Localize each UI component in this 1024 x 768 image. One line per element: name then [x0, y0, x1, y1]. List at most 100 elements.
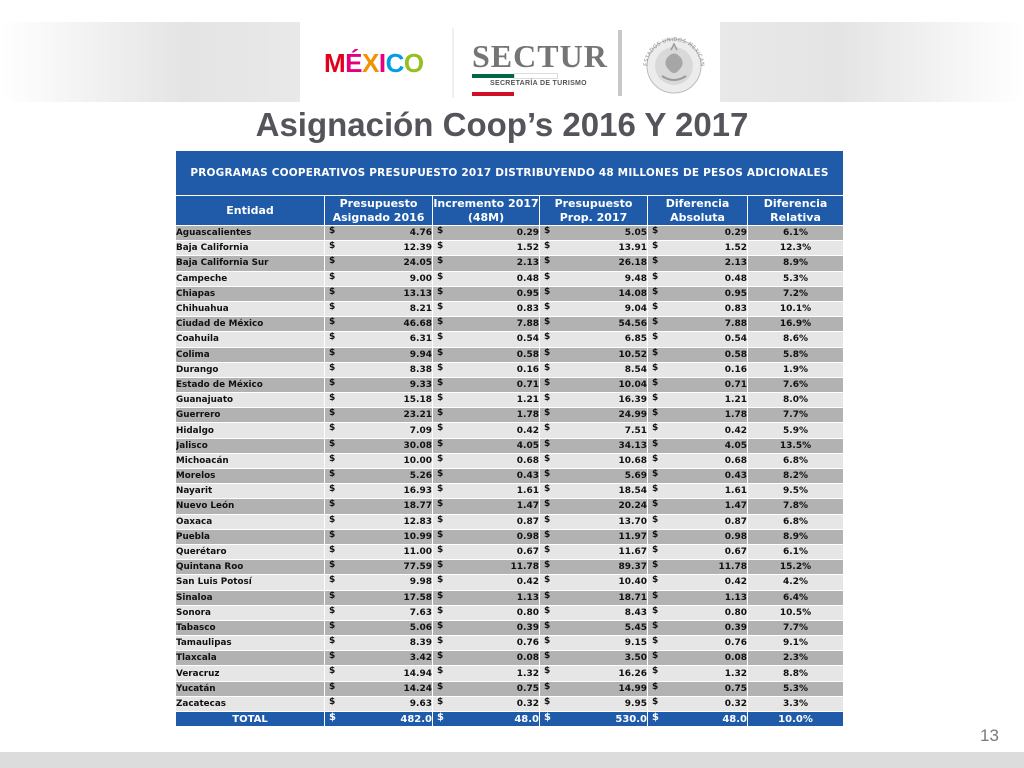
money-cell: $14.24	[324, 680, 433, 697]
table-row: Veracruz $14.94 $1.32 $16.26 $1.32 8.8%	[175, 665, 845, 682]
money-cell: $89.37	[539, 559, 648, 576]
relative-diff-cell: 4.2%	[746, 574, 845, 591]
money-cell: $0.29	[432, 224, 540, 242]
money-cell: $23.21	[324, 407, 433, 424]
currency-symbol: $	[544, 529, 551, 540]
cell-value: 1.13	[516, 592, 539, 603]
money-cell: $1.21	[647, 392, 748, 409]
cell-value: 2.13	[516, 258, 539, 269]
money-cell: $9.00	[324, 270, 433, 287]
column-header-line: Entidad	[226, 203, 274, 217]
cell-value: 0.16	[516, 364, 539, 375]
cell-value: 13.13	[403, 288, 432, 299]
cell-value: 0.43	[724, 471, 747, 482]
relative-diff-cell: 8.8%	[746, 665, 845, 682]
cell-value: 0.76	[516, 638, 539, 649]
cell-value: 7.63	[409, 607, 432, 618]
relative-diff-cell: 6.8%	[746, 513, 845, 530]
cell-value: 0.83	[516, 304, 539, 315]
cell-value: 4.05	[516, 440, 539, 451]
money-cell: $482.0	[324, 711, 433, 727]
currency-symbol: $	[437, 544, 444, 555]
cell-value: 0.43	[516, 471, 539, 482]
cell-value: 9.94	[409, 349, 432, 360]
money-cell: $5.26	[324, 467, 433, 485]
currency-symbol: $	[652, 696, 659, 707]
cell-value: 11.78	[510, 562, 539, 573]
money-cell: $0.71	[647, 376, 748, 394]
money-cell: $0.43	[432, 467, 540, 485]
money-cell: $8.39	[324, 635, 433, 652]
cell-value: 0.80	[516, 607, 539, 618]
cell-value: 0.42	[724, 425, 747, 436]
cell-value: 1.52	[516, 243, 539, 254]
currency-symbol: $	[652, 332, 659, 343]
money-cell: $1.13	[432, 589, 540, 606]
currency-symbol: $	[329, 544, 336, 555]
footer-bar	[0, 752, 1024, 768]
cell-value: 9.95	[624, 698, 647, 709]
money-cell: $10.52	[539, 346, 648, 363]
money-cell: $1.32	[647, 665, 748, 682]
money-cell: $0.98	[432, 528, 540, 545]
mexico-logo-letter: C	[385, 48, 405, 78]
currency-symbol: $	[329, 620, 336, 631]
money-cell: $11.97	[539, 528, 648, 545]
table-row: Sonora $7.63 $0.80 $8.43 $0.80 10.5%	[175, 604, 845, 621]
currency-symbol: $	[329, 499, 336, 510]
money-cell: $17.58	[324, 589, 433, 606]
cell-value: 0.75	[516, 683, 539, 694]
relative-diff-cell: 5.9%	[746, 422, 845, 439]
money-cell: $0.95	[432, 285, 540, 302]
relative-diff-cell: 7.7%	[746, 619, 845, 637]
money-cell: $46.68	[324, 316, 433, 333]
money-cell: $0.16	[432, 361, 540, 378]
currency-symbol: $	[544, 241, 551, 252]
money-cell: $530.0	[539, 711, 648, 727]
money-cell: $0.76	[647, 635, 748, 652]
currency-symbol: $	[437, 408, 444, 419]
cell-value: 11.67	[618, 547, 647, 558]
currency-symbol: $	[652, 408, 659, 419]
currency-symbol: $	[544, 575, 551, 586]
currency-symbol: $	[329, 241, 336, 252]
total-row: TOTAL $482.0 $48.0 $530.0 $48.0 10.0%	[175, 711, 845, 727]
money-cell: $1.52	[647, 240, 748, 257]
money-cell: $7.88	[647, 316, 748, 333]
column-header: Diferencia Relativa	[746, 195, 845, 226]
currency-symbol: $	[544, 377, 551, 388]
money-cell: $0.08	[432, 650, 540, 667]
cell-value: 8.54	[624, 364, 647, 375]
cell-value: 0.95	[516, 288, 539, 299]
entity-cell: Durango	[175, 361, 325, 378]
entity-cell: Chiapas	[175, 285, 325, 302]
cell-value: 0.42	[724, 577, 747, 588]
cell-value: 10.52	[618, 349, 647, 360]
currency-symbol: $	[437, 286, 444, 297]
money-cell: $16.39	[539, 392, 648, 409]
cell-value: 9.00	[409, 273, 432, 284]
currency-symbol: $	[652, 514, 659, 525]
currency-symbol: $	[437, 241, 444, 252]
cell-value: 0.71	[724, 379, 747, 390]
currency-symbol: $	[652, 544, 659, 555]
money-cell: $0.80	[647, 604, 748, 621]
money-cell: $0.54	[432, 331, 540, 348]
money-cell: $0.48	[432, 270, 540, 287]
currency-symbol: $	[437, 271, 444, 282]
money-cell: $0.76	[432, 635, 540, 652]
entity-cell: Jalisco	[175, 437, 325, 454]
currency-symbol: $	[652, 636, 659, 647]
cell-value: 10.00	[403, 455, 432, 466]
currency-symbol: $	[329, 696, 336, 707]
currency-symbol: $	[437, 377, 444, 388]
relative-diff-cell: 8.0%	[746, 392, 845, 409]
money-cell: $18.77	[324, 498, 433, 515]
money-cell: $14.99	[539, 680, 648, 697]
currency-symbol: $	[329, 377, 336, 388]
money-cell: $9.98	[324, 574, 433, 591]
table-row: San Luis Potosí $9.98 $0.42 $10.40 $0.42 4.2%	[175, 574, 845, 591]
currency-symbol: $	[544, 226, 551, 236]
table-row: Campeche $9.00 $0.48 $9.48 $0.48 5.3%	[175, 270, 845, 287]
budget-table: PROGRAMAS COOPERATIVOS PRESUPUESTO 2017 …	[174, 150, 845, 727]
